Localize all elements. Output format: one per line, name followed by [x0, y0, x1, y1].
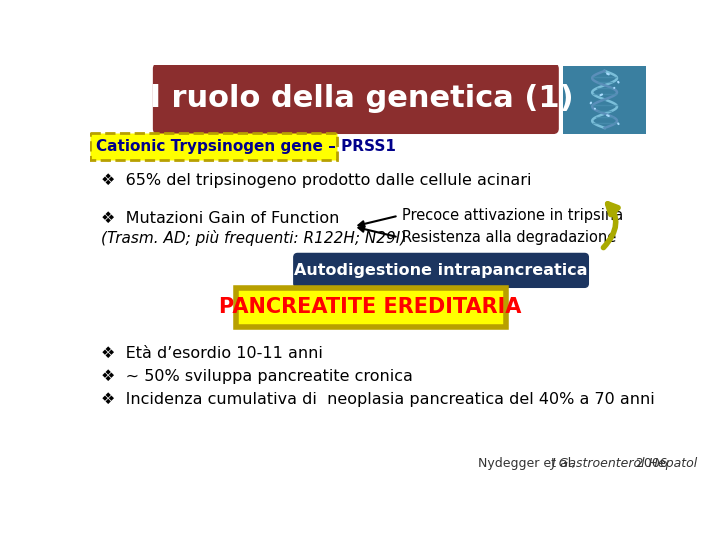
- Text: Cationic Trypsinogen gene – PRSS1: Cationic Trypsinogen gene – PRSS1: [96, 139, 396, 154]
- FancyArrowPatch shape: [603, 204, 618, 248]
- Text: Resistenza alla degradazione: Resistenza alla degradazione: [402, 230, 616, 245]
- Text: Autodigestione intrapancreatica: Autodigestione intrapancreatica: [294, 263, 588, 278]
- Text: ❖  65% del tripsinogeno prodotto dalle cellule acinari: ❖ 65% del tripsinogeno prodotto dalle ce…: [101, 173, 531, 188]
- FancyArrowPatch shape: [359, 217, 396, 227]
- FancyArrowPatch shape: [359, 226, 396, 237]
- Text: ❖  ~ 50% sviluppa pancreatite cronica: ❖ ~ 50% sviluppa pancreatite cronica: [101, 369, 413, 384]
- Text: (Trasm. AD; più frequenti: R122H; N29I): (Trasm. AD; più frequenti: R122H; N29I): [101, 230, 406, 246]
- Text: J Gastroenterol Hepatol: J Gastroenterol Hepatol: [551, 457, 698, 470]
- Text: ❖  Incidenza cumulativa di  neoplasia pancreatica del 40% a 70 anni: ❖ Incidenza cumulativa di neoplasia panc…: [101, 392, 654, 407]
- Text: PANCREATITE EREDITARIA: PANCREATITE EREDITARIA: [220, 298, 522, 318]
- FancyBboxPatch shape: [153, 64, 558, 133]
- Text: Il ruolo della genetica (1): Il ruolo della genetica (1): [138, 84, 573, 113]
- FancyBboxPatch shape: [563, 66, 647, 134]
- Text: Precoce attivazione in tripsina: Precoce attivazione in tripsina: [402, 208, 623, 223]
- Text: ❖  Età d’esordio 10-11 anni: ❖ Età d’esordio 10-11 anni: [101, 346, 323, 361]
- FancyBboxPatch shape: [90, 132, 337, 160]
- Text: ❖  Mutazioni Gain of Function: ❖ Mutazioni Gain of Function: [101, 211, 339, 226]
- FancyBboxPatch shape: [235, 288, 506, 327]
- Text: DNA
Helix: DNA Helix: [593, 89, 617, 110]
- FancyBboxPatch shape: [294, 253, 588, 287]
- Text: 2006: 2006: [632, 457, 668, 470]
- Text: Nydegger et al,: Nydegger et al,: [477, 457, 579, 470]
